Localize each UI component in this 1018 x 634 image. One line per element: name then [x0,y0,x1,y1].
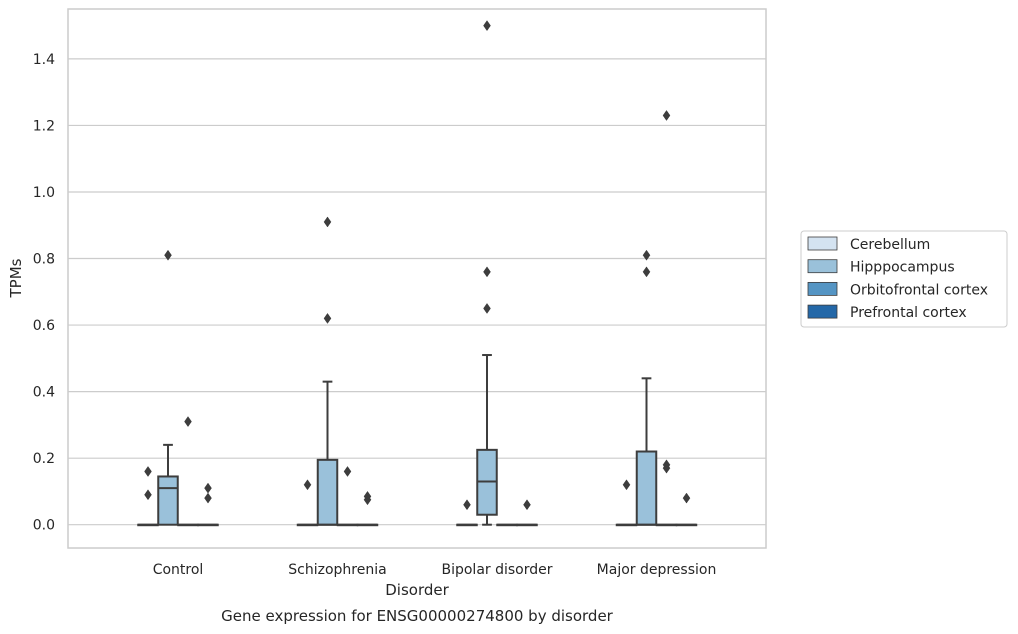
legend-swatch [807,304,838,319]
box-3-0 [197,482,219,527]
chart-title: Gene expression for ENSG00000274800 by d… [221,607,614,625]
outlier-point [204,492,212,504]
outlier-point [463,499,471,511]
outlier-point [323,216,332,228]
box-series [137,20,698,527]
box-2-3 [655,110,678,527]
legend-label: Prefrontal cortex [850,305,967,321]
y-tick-label: 0.8 [33,252,55,268]
y-tick-label: 1.4 [33,52,55,68]
box-3-3 [675,492,698,527]
box-body [316,458,339,526]
y-tick-label: 0.4 [33,385,55,401]
box-0-2 [456,499,478,527]
box-0-0 [137,466,159,527]
box-1-1 [316,216,339,526]
outlier-point [483,266,491,278]
outlier-point [144,466,152,477]
plot-frame [67,8,767,549]
x-axis-title: Disorder [385,581,449,599]
legend-label: Orbitofrontal cortex [850,282,988,298]
outlier-point [343,466,352,477]
outlier-point [523,499,531,511]
x-tick-labels: Control Schizophrenia Bipolar disorder Majo… [153,562,717,578]
x-tick-label: Schizophrenia [288,562,386,578]
x-tick-label: Bipolar disorder [441,562,552,578]
y-tick-labels: 0.0 0.2 0.4 0.6 0.8 1.0 1.2 1.4 [33,52,55,534]
outlier-point [363,490,372,502]
legend-label: Cerebellum [850,237,930,253]
x-tick-label: Major depression [597,562,717,578]
box-3-1 [356,490,379,527]
legend: Cerebellum Hipppocampus Orbitofrontal cort… [800,230,1008,328]
outlier-point [483,303,491,314]
outlier-point [204,482,212,494]
outlier-point [662,110,671,121]
y-tick-label: 1.0 [33,185,55,201]
box-2-2 [496,523,518,527]
box-3-2 [516,499,538,527]
y-tick-label: 0.0 [33,518,55,534]
box-1-2 [476,20,498,526]
outlier-point [662,459,671,471]
outlier-point [682,492,691,504]
y-tick-label: 1.2 [33,118,55,134]
grid-lines [68,58,766,526]
box-0-3 [615,479,638,527]
box-body [157,475,179,526]
outlier-point [483,20,491,32]
y-tick-label: 0.2 [33,451,55,467]
box-body [635,450,658,526]
y-axis-title: TPMs [7,258,25,298]
box-1-0 [157,249,179,526]
box-0-1 [296,479,319,527]
outlier-point [144,489,152,501]
outlier-point [184,416,192,428]
legend-frame [800,230,1008,328]
outlier-point [642,249,651,261]
legend-swatch [807,236,838,251]
outlier-point [622,479,631,491]
box-2-1 [336,466,359,527]
legend-swatch [807,281,838,296]
box-2-0 [177,416,199,527]
outlier-point [642,266,651,278]
legend-swatch [807,259,838,274]
outlier-point [323,312,332,324]
outlier-point [164,249,172,261]
box-1-3 [635,249,658,526]
legend-label: Hipppocampus [850,260,955,276]
x-tick-label: Control [153,562,204,578]
y-tick-label: 0.6 [33,318,55,334]
outlier-point [303,479,312,491]
